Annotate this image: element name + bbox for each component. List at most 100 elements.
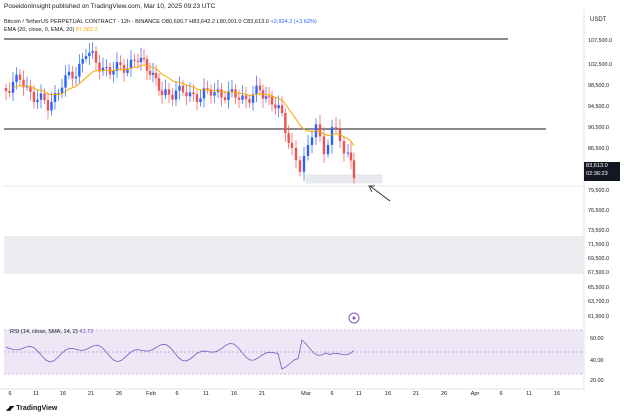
candle-body [115,62,119,71]
time-tick: Mar [301,391,311,397]
candle-body [227,91,230,101]
arrow-annotation[interactable] [369,185,391,202]
candle-body [60,87,64,94]
symbol-name[interactable]: Bitcoin / TetherUS PERPETUAL CONTRACT · … [4,19,160,25]
candle-body [50,101,53,111]
candle-body [145,59,149,71]
time-tick: 6 [8,391,12,397]
candle-body [192,92,195,95]
candle-body [318,124,322,137]
candle-body [98,62,101,72]
price-tick: 98,500.0 [588,83,609,89]
candle-body [280,105,284,114]
rsi-value: 41.72 [79,329,94,335]
candle-body [11,82,15,93]
time-tick: Feb [146,391,156,397]
candle-body [88,52,91,57]
candle-body [287,133,290,143]
candle-body [188,92,192,97]
range-box[interactable] [305,174,383,184]
candle-body [71,71,74,79]
tradingview-logo[interactable]: ◢◤ TradingView [6,405,57,412]
candle-body [43,93,46,101]
candle-body [29,86,32,92]
candle-body [8,91,11,93]
price-tick: 63,700.0 [588,299,609,305]
time-tick: 16 [59,391,67,397]
candle-body [284,113,287,134]
tradingview-logo-icon: ◢◤ [6,406,14,412]
ohlc-low: L80,001.0 [216,19,242,25]
rsi-line [5,339,355,370]
time-tick: 16 [384,391,392,397]
candle-body [148,70,152,75]
price-tick: 61,900.0 [588,314,609,320]
rsi-legend[interactable]: RSI (14, close, SMA, 14, 2) 41.72 [10,329,93,335]
candle-body [91,51,94,53]
candle-body [25,86,29,88]
candle-body [264,96,268,99]
candle-body [119,62,122,65]
candle-body [209,89,213,96]
candle-body [94,51,98,63]
time-tick: 6 [330,391,334,397]
price-tick: 76,500.0 [588,208,609,214]
candle-body [310,137,314,145]
candle-body [213,92,216,96]
candle-body [270,96,274,105]
ema-value: 87,082.2 [75,27,98,33]
candle-body [185,92,188,97]
candle-body [36,99,39,103]
candle-body [251,94,255,103]
time-tick: Apr [470,391,480,397]
candle-body [53,93,57,102]
candle-body [206,88,209,90]
indicator-icon[interactable] [348,312,360,324]
candle-body [122,64,126,73]
candle-body [298,160,302,172]
candle-body [334,127,338,129]
candle-body [255,85,258,95]
candle-body [112,70,115,75]
candle-body [139,57,143,63]
candle-body [346,152,350,154]
bar-countdown: 02:36:23 [586,171,608,177]
candle-body [230,89,234,92]
time-tick: 6 [499,391,503,397]
price-tick: 71,500.0 [588,242,609,248]
time-tick: 11 [526,391,532,397]
candle-body [326,144,330,155]
time-tick: 11 [33,391,39,397]
candle-body [174,90,178,100]
candle-body [349,152,353,161]
candlestick-series [4,42,356,184]
demand-zone [4,236,584,274]
candle-body [81,58,84,64]
time-tick: 11 [356,391,362,397]
time-tick: 16 [230,391,238,397]
brand-text: TradingView [16,405,58,412]
candle-body [352,160,356,179]
time-tick: 21 [412,391,420,397]
price-tick: 79,500.0 [588,188,609,194]
candle-body [181,85,185,93]
price-tick: 65,500.0 [588,285,609,291]
candle-body [46,100,50,111]
candle-body [223,97,227,101]
candle-body [126,68,129,73]
current-price-tag: 83,613.0 02:36:23 [584,162,620,181]
candle-body [290,142,294,148]
candle-body [306,144,310,156]
ohlc-open: O80,690.7 [161,19,188,25]
ohlc-high: H83,642.2 [189,19,216,25]
candle-body [164,89,167,96]
candle-body [258,85,262,91]
candle-body [32,91,36,103]
rsi-tick: 40.00 [590,358,604,364]
ema-label[interactable]: EMA (20, close, 0, EMA, 20) [4,27,75,33]
candle-body [267,96,271,98]
candle-body [237,97,241,100]
time-tick: 26 [115,391,123,397]
ohlc-close: C83,613.0 [243,19,269,25]
